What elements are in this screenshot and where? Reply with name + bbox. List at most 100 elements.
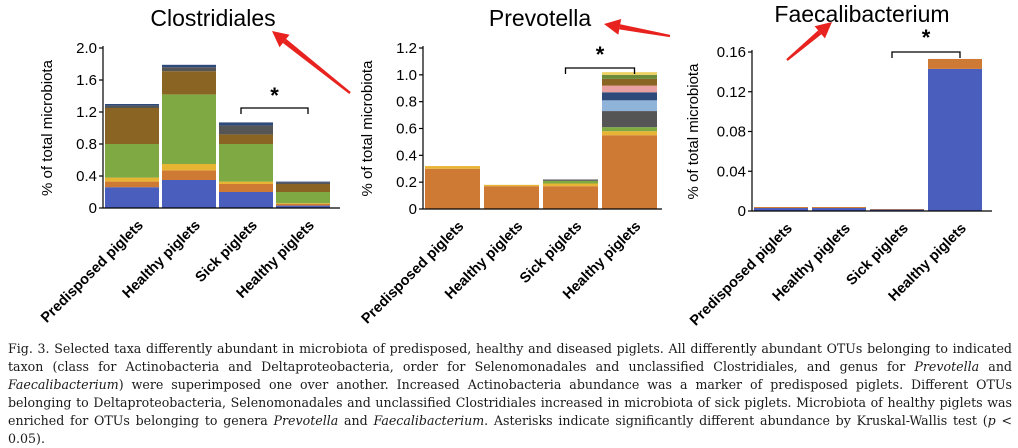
y-tick-label: 2.0 xyxy=(76,40,97,57)
y-tick-label: 0.4 xyxy=(396,147,417,164)
bar-segment xyxy=(219,181,273,184)
y-tick-label: 0 xyxy=(738,203,746,220)
bar-segment xyxy=(276,203,330,204)
bar-segment xyxy=(105,108,159,144)
y-axis-label: % of total microbiota xyxy=(39,59,56,196)
bar-segment xyxy=(602,135,657,209)
y-tick-label: 0.8 xyxy=(76,136,97,153)
significance-asterisk: * xyxy=(270,83,279,108)
bar-segment xyxy=(543,179,598,181)
y-tick-label: 0 xyxy=(409,201,417,218)
significance-bracket xyxy=(564,67,636,74)
y-tick-label: 0.12 xyxy=(717,84,746,101)
bar-segment xyxy=(812,207,866,209)
bar-segment xyxy=(484,184,539,187)
y-axis-label: % of total microbiota xyxy=(359,60,376,197)
bar-segment xyxy=(425,168,480,209)
bar-segment xyxy=(162,94,216,164)
bar-segment xyxy=(602,92,657,101)
bar-segment xyxy=(219,125,273,135)
x-tick-label: Predisposed piglets xyxy=(359,219,468,328)
bar-segment xyxy=(602,85,657,93)
y-tick-label: 0.6 xyxy=(396,121,417,138)
bar-segment xyxy=(276,184,330,192)
bar-segment xyxy=(870,209,924,210)
bar-segment xyxy=(162,180,216,208)
bar-segment xyxy=(219,192,273,208)
y-axis-label: % of total microbiota xyxy=(685,63,702,200)
bar-segment xyxy=(105,177,159,182)
bar-segment xyxy=(928,58,982,69)
figure: Clostridiales % of total microbiota 0 0.4 0.… xyxy=(38,1,992,329)
bar-segment xyxy=(602,72,657,75)
bar-segment xyxy=(162,64,216,68)
bar-segment xyxy=(602,74,657,79)
bar-segment xyxy=(870,209,924,211)
chart-panel: Faecalibacterium % of total microbiota 0 0.… xyxy=(685,1,992,329)
bar-segment xyxy=(105,181,159,188)
chart-panel: Prevotella % of total microbiota 0 0.2 0.4 0.… xyxy=(359,5,662,327)
bar-segment xyxy=(162,67,216,72)
caption-text: ) were superimposed one over another. In… xyxy=(8,377,1012,428)
red-arrow xyxy=(786,22,832,61)
caption-italic: Faecalibacterium xyxy=(8,377,119,392)
chart-title: Prevotella xyxy=(489,5,591,31)
chart-title: Clostridiales xyxy=(150,5,275,31)
bar-segment xyxy=(543,186,598,209)
red-arrow xyxy=(604,18,671,38)
caption-text: and xyxy=(338,413,374,428)
y-tick-label: 0 xyxy=(89,200,97,217)
y-tick-label: 0.04 xyxy=(717,163,746,180)
caption-italic: Prevotella xyxy=(273,413,339,428)
bar-segment xyxy=(219,184,273,192)
caption-text: and xyxy=(979,359,1012,374)
bar-segment xyxy=(162,71,216,95)
caption-text: Fig. 3. Selected taxa differently abunda… xyxy=(8,341,1012,374)
y-tick-label: 0.4 xyxy=(76,168,97,185)
bar-segment xyxy=(543,180,598,184)
bar-segment xyxy=(276,182,330,184)
y-tick-label: 0.16 xyxy=(717,44,746,61)
bar-segment xyxy=(219,144,273,182)
bar-segment xyxy=(276,205,330,208)
bar-segment xyxy=(105,104,159,106)
bar-segment xyxy=(162,164,216,171)
chart-title: Faecalibacterium xyxy=(774,1,949,27)
bar-segment xyxy=(928,68,982,211)
bar-segment xyxy=(105,144,159,178)
y-tick-label: 1.2 xyxy=(396,40,417,57)
y-tick-label: 1.0 xyxy=(396,67,417,84)
chart-panel: Clostridiales % of total microbiota 0 0.4 0.… xyxy=(38,5,340,326)
caption-italic: p xyxy=(987,413,996,428)
y-tick-label: 1.2 xyxy=(76,104,97,121)
bar-segment xyxy=(602,111,657,128)
y-tick-label: 0.2 xyxy=(396,174,417,191)
bar-segment xyxy=(219,122,273,126)
significance-bracket xyxy=(891,51,961,58)
bar-segment xyxy=(105,187,159,208)
bar-segment xyxy=(276,204,330,206)
bar-segment xyxy=(754,207,808,209)
figure-caption: Fig. 3. Selected taxa differently abunda… xyxy=(8,340,1012,448)
y-tick-label: 1.6 xyxy=(76,72,97,89)
bar-segment xyxy=(602,78,657,86)
bar-segment xyxy=(812,208,866,211)
bar-segment xyxy=(219,134,273,144)
y-tick-label: 0.08 xyxy=(717,124,746,141)
bar-segment xyxy=(105,105,159,108)
bar-segment xyxy=(543,183,598,187)
bar-segment xyxy=(754,208,808,211)
significance-asterisk: * xyxy=(922,25,931,50)
bar-segment xyxy=(484,186,539,209)
red-arrows xyxy=(272,18,832,94)
caption-text: . Asterisks indicate significantly diffe… xyxy=(484,413,988,428)
bar-segment xyxy=(276,181,330,183)
x-tick-label: Predisposed piglets xyxy=(687,221,796,330)
significance-asterisk: * xyxy=(596,42,605,67)
red-arrow xyxy=(272,31,351,94)
bar-segment xyxy=(602,127,657,132)
bar-segment xyxy=(602,100,657,112)
y-tick-label: 0.8 xyxy=(396,94,417,111)
bar-segment xyxy=(162,170,216,180)
caption-italic: Prevotella xyxy=(914,359,980,374)
